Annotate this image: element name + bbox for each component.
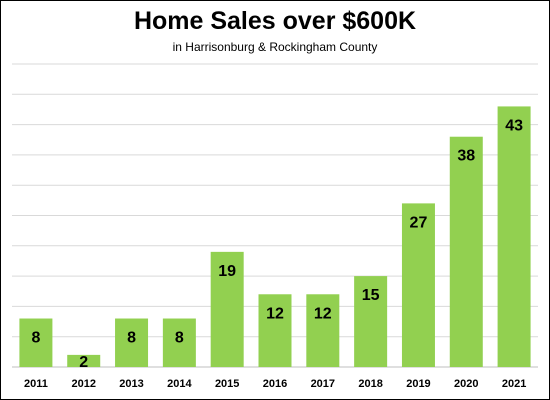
bar-2017 [306, 294, 340, 367]
bar-2018 [354, 276, 388, 367]
bar-2020 [449, 136, 483, 367]
chart-subtitle: in Harrisonburg & Rockingham County [172, 40, 378, 54]
bar-2011 [19, 318, 53, 367]
x-tick-2013: 2013 [119, 378, 143, 390]
x-tick-2021: 2021 [502, 378, 526, 390]
bar-2016 [258, 294, 292, 367]
x-tick-2018: 2018 [358, 378, 382, 390]
x-tick-2014: 2014 [167, 378, 192, 390]
bar-2012 [67, 354, 101, 367]
x-tick-labels: 2011 2012 2013 2014 2015 2016 2017 2018 2019 2020… [24, 378, 526, 390]
data-label-2021: 43 [505, 117, 523, 134]
data-label-2014: 8 [175, 330, 184, 347]
data-label-2016: 12 [266, 305, 284, 322]
bar-2013 [115, 318, 149, 367]
data-label-2015: 19 [218, 263, 236, 280]
x-tick-2016: 2016 [263, 378, 287, 390]
bar-2014 [162, 318, 196, 367]
data-label-2012: 2 [79, 354, 88, 371]
bar-2019 [401, 203, 435, 367]
bars [19, 106, 531, 368]
data-label-2019: 27 [410, 214, 428, 231]
x-tick-2017: 2017 [311, 378, 335, 390]
x-tick-2015: 2015 [215, 378, 239, 390]
x-tick-2020: 2020 [454, 378, 478, 390]
x-tick-2012: 2012 [71, 378, 95, 390]
data-label-2013: 8 [127, 330, 136, 347]
data-labels: 8 2 8 8 19 12 12 15 27 38 43 [31, 117, 523, 371]
x-tick-2011: 2011 [24, 378, 48, 390]
data-label-2017: 12 [314, 305, 332, 322]
data-label-2018: 15 [362, 287, 380, 304]
data-label-2020: 38 [457, 148, 475, 165]
bar-2021 [497, 106, 531, 368]
x-tick-2019: 2019 [406, 378, 430, 390]
data-label-2011: 8 [31, 330, 40, 347]
bar-2015 [210, 251, 244, 367]
chart-title: Home Sales over $600K [133, 7, 417, 35]
